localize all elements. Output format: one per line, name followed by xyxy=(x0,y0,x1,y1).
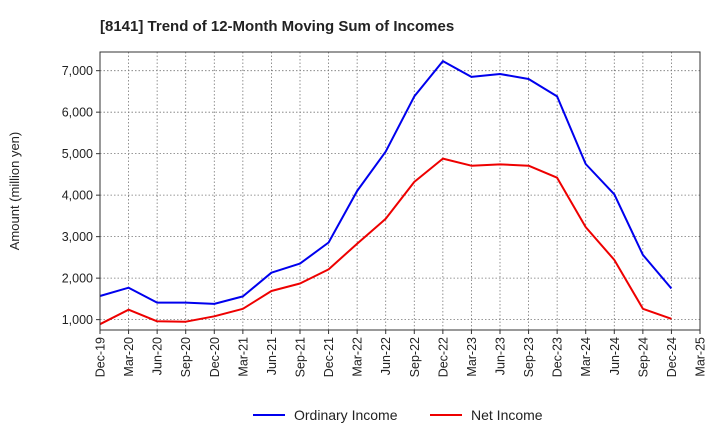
plot-area xyxy=(100,52,700,330)
x-tick-label: Jun-24 xyxy=(608,337,622,375)
y-tick-label: 5,000 xyxy=(62,147,93,161)
x-tick-label: Sep-20 xyxy=(179,337,193,377)
series-line xyxy=(99,60,673,305)
x-axis: Dec-19 Mar-20 Jun-20 Sep-20 Dec-20 Mar-21 Jun-… xyxy=(94,330,708,377)
y-tick-label: 4,000 xyxy=(62,189,93,203)
x-tick-label: Mar-24 xyxy=(579,337,593,377)
y-axis: 1,000 2,000 3,000 4,000 5,000 6,000 7,000 xyxy=(62,64,100,327)
x-tick-label: Sep-21 xyxy=(294,337,308,377)
x-tick-label: Dec-21 xyxy=(322,337,336,377)
y-tick-label: 7,000 xyxy=(62,64,93,78)
plot-frame xyxy=(99,51,701,331)
y-axis-label: Amount (million yen) xyxy=(7,132,22,251)
y-tick-label: 3,000 xyxy=(62,230,93,244)
y-tick-label: 6,000 xyxy=(62,106,93,120)
series-lines xyxy=(99,60,673,326)
series-line xyxy=(99,157,672,326)
legend-label: Net Income xyxy=(471,407,543,423)
y-tick-label: 1,000 xyxy=(62,313,93,327)
legend: Ordinary Income Net Income xyxy=(253,407,543,423)
x-tick-label: Jun-23 xyxy=(494,337,508,375)
x-tick-label: Mar-25 xyxy=(694,337,708,377)
x-tick-label: Dec-22 xyxy=(436,337,450,377)
x-tick-label: Mar-23 xyxy=(465,337,479,377)
x-tick-label: Sep-24 xyxy=(636,337,650,377)
x-tick-label: Jun-22 xyxy=(379,337,393,375)
x-tick-label: Sep-22 xyxy=(408,337,422,377)
x-tick-label: Dec-20 xyxy=(208,337,222,377)
x-tick-label: Mar-21 xyxy=(236,337,250,377)
y-tick-label: 2,000 xyxy=(62,272,93,286)
x-tick-label: Jun-21 xyxy=(265,337,279,375)
x-tick-label: Sep-23 xyxy=(522,337,536,377)
x-tick-label: Dec-23 xyxy=(551,337,565,377)
x-tick-label: Dec-19 xyxy=(94,337,108,377)
legend-label: Ordinary Income xyxy=(294,407,398,423)
chart-title: [8141] Trend of 12-Month Moving Sum of I… xyxy=(100,18,454,35)
x-tick-label: Mar-22 xyxy=(351,337,365,377)
x-tick-label: Mar-20 xyxy=(122,337,136,377)
x-tick-label: Jun-20 xyxy=(151,337,165,375)
x-tick-label: Dec-24 xyxy=(665,337,679,377)
